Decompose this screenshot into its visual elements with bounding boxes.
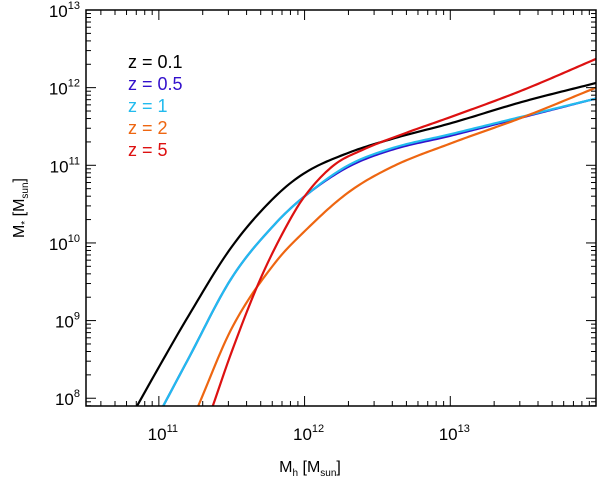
series-line-4: [211, 57, 596, 406]
y-axis-title-unit-sub: sun: [20, 182, 31, 198]
x-tick-label-2-exp: 13: [458, 423, 470, 435]
y-tick-label-1: 109: [55, 311, 80, 332]
x-tick-label-2-base: 10: [439, 425, 458, 444]
x-tick-label-1: 1012: [293, 423, 324, 444]
y-tick-label-3-base: 10: [50, 157, 69, 176]
series-line-0: [136, 81, 596, 406]
x-tick-label-0-exp: 11: [167, 423, 178, 435]
y-axis-title-sub: *: [20, 221, 31, 225]
y-tick-label-1-base: 10: [55, 313, 74, 332]
y-tick-label-0: 108: [55, 388, 80, 409]
y-tick-label-0-base: 10: [55, 390, 74, 409]
x-tick-label-0-base: 10: [148, 425, 167, 444]
y-tick-label-5: 1013: [49, 0, 80, 21]
y-axis-title-main: M: [11, 225, 28, 238]
x-tick-label-1-exp: 12: [312, 423, 324, 435]
y-tick-label-2: 1010: [49, 233, 80, 254]
x-axis-title: Mh [Msun]: [279, 459, 341, 479]
legend-entry-3: z = 2: [128, 118, 168, 138]
x-tick-label-2: 1013: [439, 423, 470, 444]
y-axis-title-unit-open: [M: [11, 199, 28, 221]
legend: z = 0.1z = 0.5z = 1z = 2z = 5: [128, 52, 183, 160]
y-tick-label-0-exp: 8: [74, 388, 80, 400]
y-tick-label-4: 1012: [49, 78, 80, 99]
legend-entry-2: z = 1: [128, 96, 168, 116]
x-axis-title-sub: h: [292, 468, 298, 479]
curves-layer: [136, 57, 596, 406]
legend-entry-0: z = 0.1: [128, 52, 183, 72]
y-axis-title: M* [Msun]: [11, 178, 31, 238]
y-tick-label-2-exp: 10: [68, 233, 80, 245]
y-tick-label-5-base: 10: [49, 2, 68, 21]
y-tick-label-3: 1011: [50, 155, 80, 176]
y-axis-title-unit-close: ]: [11, 178, 28, 182]
y-tick-label-3-exp: 11: [69, 155, 80, 167]
legend-entry-4: z = 5: [128, 140, 168, 160]
y-tick-label-4-base: 10: [49, 80, 68, 99]
y-tick-label-4-exp: 12: [68, 78, 80, 90]
x-axis-title-main: M: [279, 459, 292, 476]
x-axis-title-unit-sub: sun: [320, 468, 336, 479]
x-axis-title-unit-open: [M: [298, 459, 320, 476]
x-axis-title-unit-close: ]: [336, 459, 340, 476]
y-tick-label-1-exp: 9: [74, 311, 80, 323]
legend-entry-1: z = 0.5: [128, 74, 183, 94]
x-tick-label-1-base: 10: [293, 425, 312, 444]
series-line-3: [197, 86, 596, 406]
x-tick-label-0: 1011: [148, 423, 178, 444]
plot-frame: [85, 9, 597, 407]
y-tick-label-5-exp: 13: [68, 0, 80, 12]
y-tick-label-2-base: 10: [49, 235, 68, 254]
